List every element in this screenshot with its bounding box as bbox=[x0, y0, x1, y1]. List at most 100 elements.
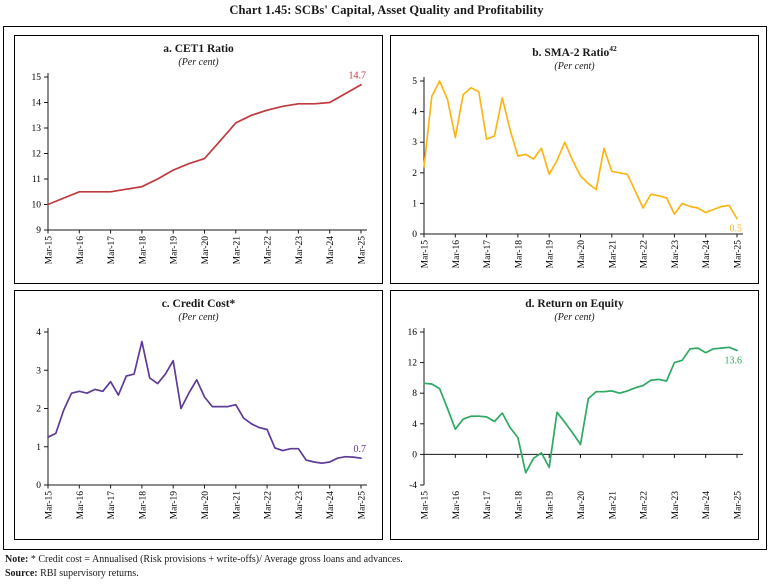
svg-text:Mar-22: Mar-22 bbox=[640, 240, 650, 269]
svg-text:Mar-15: Mar-15 bbox=[45, 491, 55, 520]
svg-text:14.7: 14.7 bbox=[349, 71, 367, 82]
panel-title-cet1: a. CET1 Ratio bbox=[163, 43, 234, 55]
svg-text:Mar-21: Mar-21 bbox=[608, 240, 618, 269]
svg-text:0.5: 0.5 bbox=[730, 224, 743, 235]
svg-text:Mar-16: Mar-16 bbox=[452, 491, 462, 520]
svg-text:Mar-22: Mar-22 bbox=[264, 236, 274, 265]
svg-text:8: 8 bbox=[412, 389, 417, 399]
panel-subtitle-cet1: (Per cent) bbox=[178, 57, 219, 68]
source-label: Source: bbox=[5, 568, 38, 579]
svg-text:Mar-18: Mar-18 bbox=[514, 491, 524, 520]
svg-text:9: 9 bbox=[36, 226, 41, 236]
svg-text:Mar-21: Mar-21 bbox=[608, 491, 618, 520]
svg-text:Mar-24: Mar-24 bbox=[702, 240, 712, 269]
svg-text:Mar-24: Mar-24 bbox=[326, 236, 336, 265]
svg-text:Mar-20: Mar-20 bbox=[201, 491, 211, 520]
roe-line-chart: -4 0 4 8 12 16 Mar-15 Mar-16 Mar-17 Mar-18 Mar-19 M… bbox=[408, 328, 744, 520]
panel-subtitle-credit-cost: (Per cent) bbox=[178, 312, 219, 323]
svg-text:4: 4 bbox=[36, 328, 41, 338]
svg-text:5: 5 bbox=[412, 77, 417, 87]
panel-title-sma2-text: b. SMA-2 Ratio bbox=[532, 46, 610, 59]
svg-text:Mar-16: Mar-16 bbox=[76, 236, 86, 265]
svg-text:14: 14 bbox=[32, 99, 42, 109]
svg-text:3: 3 bbox=[36, 366, 41, 376]
panel-title-credit-cost: c. Credit Cost* bbox=[161, 298, 236, 310]
svg-text:2: 2 bbox=[412, 169, 417, 179]
svg-text:Mar-19: Mar-19 bbox=[170, 491, 180, 520]
svg-text:Mar-22: Mar-22 bbox=[264, 491, 274, 520]
svg-text:2: 2 bbox=[36, 405, 41, 415]
svg-text:0: 0 bbox=[412, 450, 417, 460]
svg-text:0: 0 bbox=[412, 230, 417, 240]
svg-text:1: 1 bbox=[412, 199, 417, 209]
svg-text:Mar-16: Mar-16 bbox=[452, 240, 462, 269]
svg-text:13: 13 bbox=[32, 124, 42, 134]
chart-panel-cet1: a. CET1 Ratio (Per cent) 9 10 11 12 13 14 15 Ma… bbox=[14, 35, 383, 284]
svg-text:12: 12 bbox=[408, 359, 418, 369]
svg-text:Mar-17: Mar-17 bbox=[483, 240, 493, 269]
svg-text:Mar-23: Mar-23 bbox=[295, 491, 305, 520]
credit-cost-line-chart: 0 1 2 3 4 Mar-15 Mar-16 Mar-17 Mar-18 Mar-19 Mar-2… bbox=[36, 328, 368, 520]
svg-text:Mar-25: Mar-25 bbox=[358, 491, 368, 520]
svg-text:Mar-19: Mar-19 bbox=[546, 491, 556, 520]
figure-footer: Note: * Credit cost = Annualised (Risk p… bbox=[5, 553, 770, 581]
svg-text:Mar-21: Mar-21 bbox=[232, 236, 242, 265]
svg-text:Mar-25: Mar-25 bbox=[358, 236, 368, 265]
svg-text:Mar-23: Mar-23 bbox=[671, 240, 681, 269]
svg-text:11: 11 bbox=[32, 175, 41, 185]
svg-text:Mar-17: Mar-17 bbox=[107, 491, 117, 520]
svg-text:Mar-23: Mar-23 bbox=[671, 491, 681, 520]
svg-text:Mar-18: Mar-18 bbox=[138, 491, 148, 520]
sma2-line-chart: 0 1 2 3 4 5 Mar-15 Mar-16 Mar-17 Mar-18 Mar-19 Mar-… bbox=[412, 76, 744, 269]
cet1-line-chart: 9 10 11 12 13 14 15 Mar-15 Mar-16 Mar-17 Mar-18 Mar… bbox=[32, 71, 368, 265]
note-line: Note: * Credit cost = Annualised (Risk p… bbox=[5, 553, 770, 567]
svg-text:Mar-25: Mar-25 bbox=[734, 491, 744, 520]
svg-text:Mar-22: Mar-22 bbox=[640, 491, 650, 520]
panel-title-sma2-footnote-ref: 42 bbox=[609, 44, 617, 53]
svg-text:1: 1 bbox=[36, 443, 41, 453]
svg-text:Mar-20: Mar-20 bbox=[577, 491, 587, 520]
panel-subtitle-roe: (Per cent) bbox=[554, 312, 595, 323]
source-text: RBI supervisory returns. bbox=[37, 568, 139, 579]
svg-text:Mar-15: Mar-15 bbox=[421, 491, 431, 520]
svg-text:Mar-17: Mar-17 bbox=[107, 236, 117, 265]
svg-text:Mar-20: Mar-20 bbox=[577, 240, 587, 269]
svg-text:Mar-21: Mar-21 bbox=[232, 491, 242, 520]
panel-title-sma2: b. SMA-2 Ratio42 bbox=[391, 42, 758, 60]
svg-text:4: 4 bbox=[412, 107, 417, 117]
svg-text:Mar-16: Mar-16 bbox=[76, 491, 86, 520]
svg-text:10: 10 bbox=[32, 201, 42, 211]
svg-text:4: 4 bbox=[412, 420, 417, 430]
note-label: Note: bbox=[5, 554, 29, 565]
svg-text:3: 3 bbox=[412, 138, 417, 148]
note-text: * Credit cost = Annualised (Risk provisi… bbox=[28, 554, 403, 565]
figure-title: Chart 1.45: SCBs' Capital, Asset Quality… bbox=[229, 3, 544, 17]
svg-text:0: 0 bbox=[36, 481, 41, 491]
svg-text:13.6: 13.6 bbox=[725, 355, 743, 366]
chart-outer-frame: a. CET1 Ratio (Per cent) 9 10 11 12 13 14 15 Ma… bbox=[3, 26, 767, 550]
svg-text:Mar-25: Mar-25 bbox=[734, 240, 744, 269]
svg-text:Mar-19: Mar-19 bbox=[546, 240, 556, 269]
svg-text:Mar-15: Mar-15 bbox=[421, 240, 431, 269]
svg-text:Mar-18: Mar-18 bbox=[514, 240, 524, 269]
svg-text:Mar-23: Mar-23 bbox=[295, 236, 305, 265]
svg-text:Mar-15: Mar-15 bbox=[45, 236, 55, 265]
svg-text:0.7: 0.7 bbox=[354, 444, 367, 455]
svg-text:-4: -4 bbox=[409, 481, 417, 491]
panel-title-roe: d. Return on Equity bbox=[525, 298, 624, 310]
panel-subtitle-sma2: (Per cent) bbox=[554, 60, 595, 72]
svg-text:Mar-18: Mar-18 bbox=[138, 236, 148, 265]
svg-text:Mar-19: Mar-19 bbox=[170, 236, 180, 265]
svg-text:12: 12 bbox=[32, 150, 42, 160]
svg-text:Mar-20: Mar-20 bbox=[201, 236, 211, 265]
chart-panel-sma2: b. SMA-2 Ratio42 (Per cent) 0 1 2 3 4 5 Mar-15… bbox=[390, 35, 759, 284]
chart-panel-roe: d. Return on Equity (Per cent) -4 0 4 8 12 16… bbox=[390, 290, 759, 540]
svg-text:16: 16 bbox=[408, 328, 418, 338]
svg-text:15: 15 bbox=[32, 73, 42, 83]
source-line: Source: RBI supervisory returns. bbox=[5, 567, 770, 581]
chart-panel-credit-cost: c. Credit Cost* (Per cent) 0 1 2 3 4 Mar-15 Ma… bbox=[14, 290, 383, 540]
svg-text:Mar-17: Mar-17 bbox=[483, 491, 493, 520]
svg-text:Mar-24: Mar-24 bbox=[326, 491, 336, 520]
svg-text:Mar-24: Mar-24 bbox=[702, 491, 712, 520]
